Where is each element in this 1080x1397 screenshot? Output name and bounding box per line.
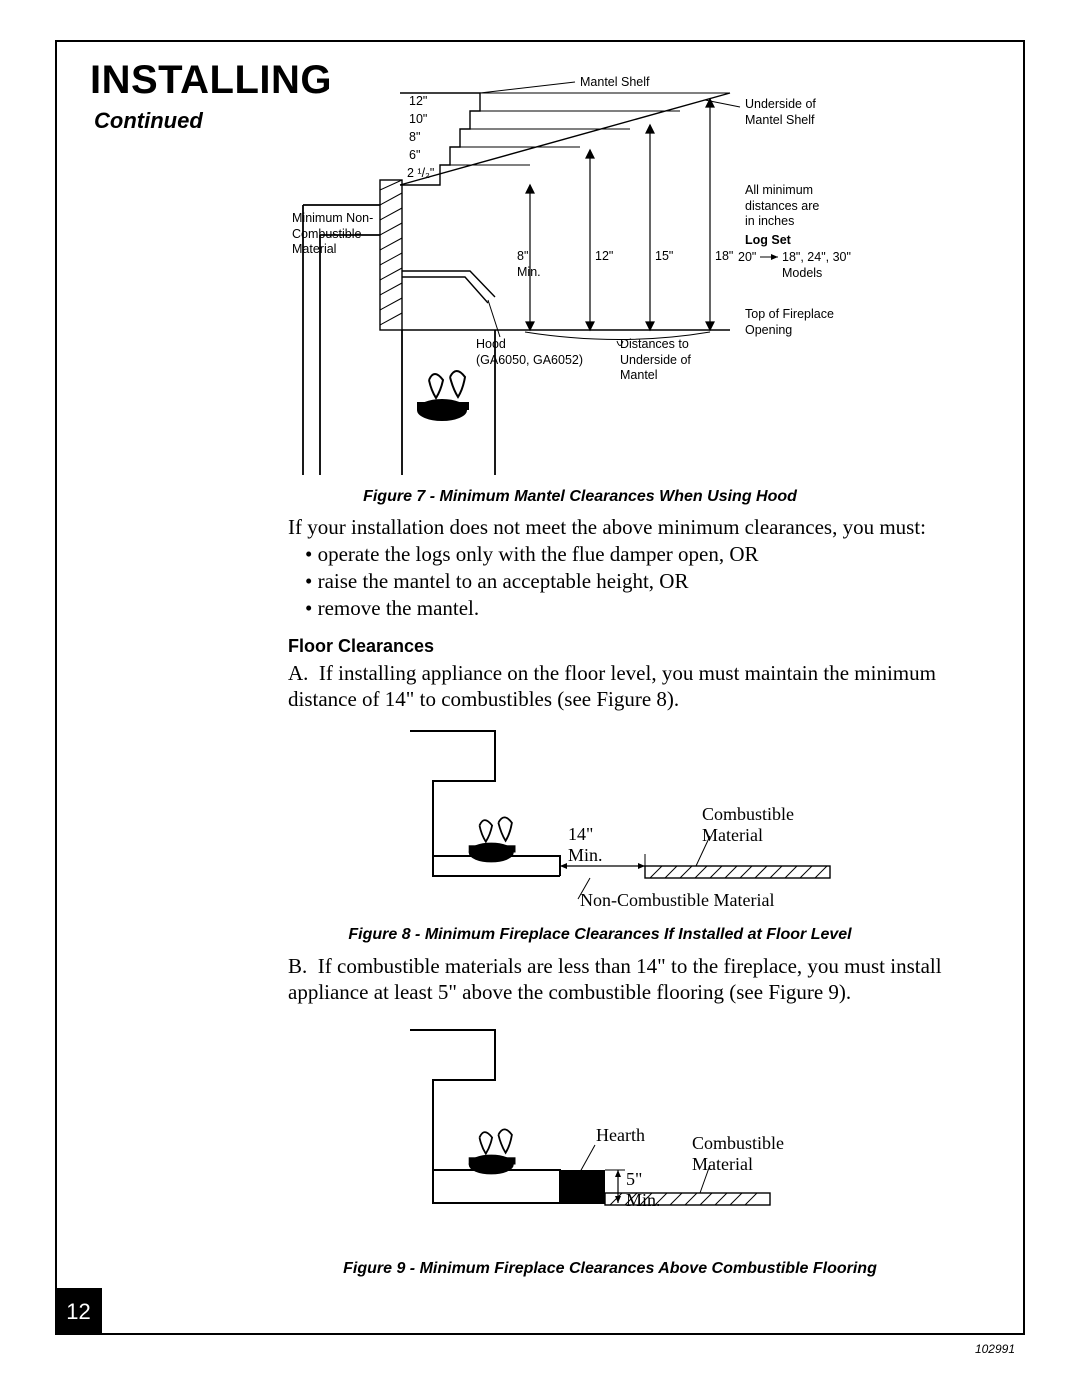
fig9-combustible-label: Combustible Material: [692, 1133, 784, 1175]
svg-text:8": 8": [409, 130, 420, 144]
fig7-8min: 8" Min.: [517, 249, 541, 280]
bullet-1: • operate the logs only with the flue da…: [305, 541, 759, 567]
fig7-distances-to-label: Distances to Underside of Mantel: [620, 337, 691, 384]
fig8-14min: 14" Min.: [568, 824, 603, 866]
bullet-2: • raise the mantel to an acceptable heig…: [305, 568, 688, 594]
svg-text:12": 12": [409, 94, 427, 108]
bullet-3-text: remove the mantel.: [318, 596, 480, 620]
svg-text:2 ¹/₂": 2 ¹/₂": [407, 166, 434, 180]
para-b-text: If combustible materials are less than 1…: [288, 954, 942, 1004]
fig7-15in: 15": [655, 249, 673, 265]
fig7-models-label: 18", 24", 30" Models: [782, 250, 851, 281]
doc-id: 102991: [975, 1342, 1015, 1356]
bullet-1-text: operate the logs only with the flue damp…: [318, 542, 759, 566]
fig7-hood-label: Hood (GA6050, GA6052): [476, 337, 583, 368]
fig7-top-opening-label: Top of Fireplace Opening: [745, 307, 834, 338]
fig7-20in: 20": [738, 250, 756, 266]
fig7-12in: 12": [595, 249, 613, 265]
para-a: A. If installing appliance on the floor …: [288, 660, 1008, 713]
page-number: 12: [55, 1288, 102, 1335]
figure-8-caption: Figure 8 - Minimum Fireplace Clearances …: [280, 926, 920, 944]
figure-7-diagram: 12" 10" 8" 6" 2 ¹/₂": [300, 75, 960, 485]
svg-text:10": 10": [409, 112, 427, 126]
fig7-logset-label: Log Set: [745, 233, 791, 249]
page-heading: INSTALLING: [90, 58, 332, 103]
bullet-3: • remove the mantel.: [305, 595, 479, 621]
fig7-allmin-label: All minimum distances are in inches: [745, 183, 819, 230]
fig9-5min: 5" Min.: [626, 1169, 661, 1211]
figure-9-caption: Figure 9 - Minimum Fireplace Clearances …: [280, 1260, 940, 1278]
figure-9-diagram: Hearth Combustible Material 5" Min.: [400, 1025, 900, 1255]
fig8-combustible-label: Combustible Material: [702, 804, 794, 846]
fig7-underside-label: Underside of Mantel Shelf: [745, 97, 816, 128]
para-b: B. If combustible materials are less tha…: [288, 953, 1008, 1006]
continued-label: Continued: [94, 108, 203, 134]
fig9-hearth-label: Hearth: [596, 1125, 645, 1146]
fig7-noncomb-label: Minimum Non- Combustible Material: [292, 211, 373, 258]
fig8-noncomb-label: Non-Combustible Material: [580, 890, 774, 911]
figure-8-diagram: 14" Min. Combustible Material Non-Combus…: [400, 726, 900, 926]
svg-text:6": 6": [409, 148, 420, 162]
bullet-2-text: raise the mantel to an acceptable height…: [318, 569, 689, 593]
intro-text: If your installation does not meet the a…: [288, 514, 1008, 540]
para-a-text: If installing appliance on the floor lev…: [288, 661, 936, 711]
fig7-mantel-shelf-label: Mantel Shelf: [580, 75, 649, 91]
fig7-18in: 18": [715, 249, 733, 265]
figure-7-caption: Figure 7 - Minimum Mantel Clearances Whe…: [280, 488, 880, 506]
floor-clearances-heading: Floor Clearances: [288, 636, 434, 657]
